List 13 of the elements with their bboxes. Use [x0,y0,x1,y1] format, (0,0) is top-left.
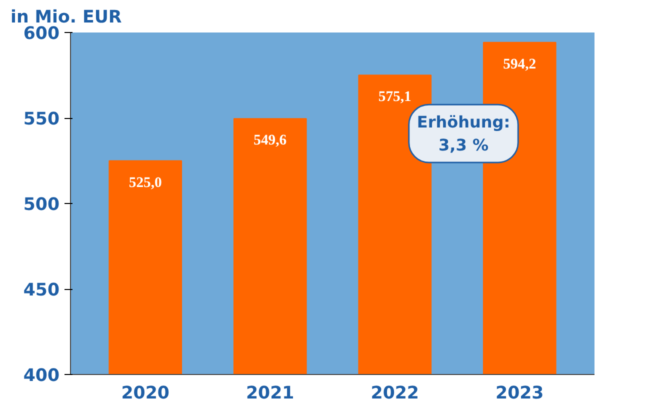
data-label: 594,2 [503,56,536,72]
y-tick-label: 500 [23,195,60,215]
data-label: 525,0 [128,174,162,191]
y-tick-label: 450 [23,280,60,300]
data-label: 575,1 [378,89,412,106]
annotation: Erhöhung: 3,3 % [416,112,510,154]
y-tick-label: 400 [23,366,60,386]
y-tick-label: 550 [23,110,60,130]
x-tick-label: 2020 [121,384,170,401]
x-tick-label: 2021 [246,384,294,401]
data-label: 549,6 [254,132,287,149]
x-tick-label: 2023 [496,384,544,401]
x-tick-label: 2022 [370,384,419,401]
